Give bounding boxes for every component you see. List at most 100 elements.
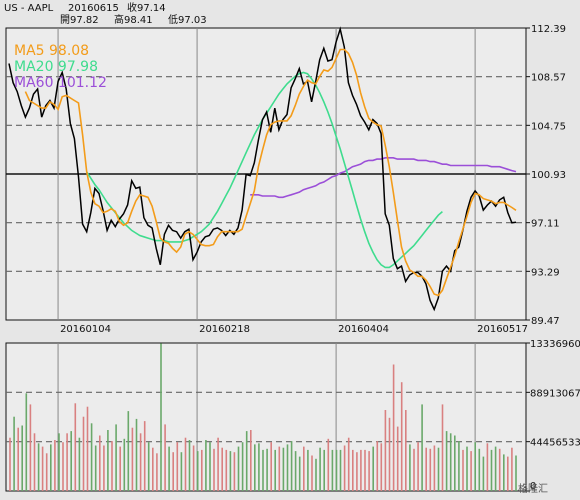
volume-tick-label: 88913067	[530, 388, 580, 399]
legend-ma60: MA60 101.12	[14, 75, 107, 91]
volume-bar	[425, 447, 427, 491]
volume-tick-label: 133369600	[530, 339, 580, 350]
volume-bar	[470, 451, 472, 491]
volume-bar	[233, 452, 236, 491]
volume-bar	[250, 430, 252, 491]
volume-bar	[168, 446, 170, 491]
volume-bar	[282, 447, 285, 491]
volume-bar	[192, 445, 195, 491]
volume-bar	[515, 455, 517, 491]
volume-bar	[176, 442, 179, 491]
close-label: 收97.14	[127, 3, 166, 14]
volume-bar	[262, 449, 264, 491]
volume-bar	[454, 435, 456, 491]
volume-bar	[368, 451, 370, 491]
high-label: 高98.41	[114, 15, 153, 26]
volume-bar	[254, 444, 256, 491]
volume-bar	[156, 453, 158, 491]
volume-bar	[25, 393, 28, 491]
volume-bar	[311, 455, 313, 491]
price-grid	[6, 28, 526, 491]
volume-bar	[209, 442, 211, 491]
volume-bar	[86, 406, 89, 491]
volume-bar	[417, 442, 419, 491]
date-tick-label: 20160404	[338, 324, 389, 335]
volume-bar	[213, 448, 215, 491]
volume-bar	[503, 454, 505, 491]
date-tick-label: 20160104	[60, 324, 111, 335]
volume-bar	[152, 447, 154, 491]
volume-bar	[458, 441, 460, 491]
volume-bar	[50, 444, 52, 491]
volume-bar	[327, 438, 330, 491]
volume-bar	[392, 364, 395, 491]
volume-bar	[274, 449, 276, 491]
volume-bar	[445, 431, 448, 491]
volume-bar	[498, 448, 501, 491]
volume-bar	[335, 449, 338, 491]
volume-bar	[245, 431, 248, 491]
volume-bar	[221, 447, 223, 491]
volume-bar	[490, 449, 493, 491]
volume-bars	[9, 343, 517, 491]
date-label: 20160615	[68, 3, 119, 14]
volume-bar	[99, 435, 101, 491]
volume-bar	[139, 433, 142, 491]
volume-bar	[433, 445, 436, 491]
volume-bar	[147, 442, 150, 491]
price-tick-label: 100.93	[531, 170, 566, 181]
volume-bar	[229, 451, 232, 491]
volume-bar	[466, 446, 468, 491]
volume-bar	[180, 452, 183, 491]
volume-bar	[78, 437, 81, 491]
volume-bar	[421, 404, 423, 491]
low-label: 低97.03	[168, 15, 207, 26]
price-axis-labels: 112.39 108.57 104.75 100.93 97.11 93.29 89.47	[526, 24, 566, 327]
volume-bar	[319, 447, 321, 491]
price-tick-label: 104.75	[531, 121, 566, 132]
volume-bar	[217, 437, 219, 491]
volume-bar	[400, 382, 403, 491]
volume-bar	[37, 443, 40, 491]
date-axis-labels: 20160104 20160218 20160404 20160517	[60, 324, 528, 335]
volume-bar	[270, 442, 272, 491]
volume-bar	[111, 441, 113, 491]
volume-bar	[290, 441, 293, 491]
volume-bar	[396, 426, 399, 491]
volume-bar	[21, 425, 23, 491]
volume-bar	[364, 449, 366, 491]
volume-bar	[103, 445, 105, 491]
volume-bar	[405, 410, 407, 491]
price-lines	[8, 26, 517, 312]
volume-bar	[62, 442, 64, 491]
volume-bar	[160, 343, 162, 491]
volume-bar	[29, 404, 32, 491]
volume-bar	[54, 440, 56, 491]
volume-bar	[74, 403, 77, 491]
volume-bar	[343, 445, 346, 491]
volume-bar	[107, 430, 109, 491]
volume-bar	[384, 410, 387, 491]
volume-bar	[429, 448, 432, 491]
volume-bar	[413, 448, 415, 491]
volume-bar	[17, 427, 19, 491]
volume-bar	[266, 448, 268, 491]
date-tick-label: 20160517	[477, 324, 528, 335]
volume-bar	[388, 417, 391, 491]
volume-bar	[135, 418, 138, 491]
price-line	[8, 26, 517, 312]
volume-bar	[462, 449, 464, 491]
watermark: 格隆汇	[518, 484, 548, 495]
volume-bar	[286, 444, 289, 491]
volume-bar	[41, 446, 44, 491]
volume-bar	[307, 449, 309, 491]
volume-bar	[123, 438, 126, 491]
volume-bar	[380, 443, 383, 491]
volume-bar	[131, 427, 134, 491]
volume-bar	[323, 449, 325, 491]
volume-tick-label: 44456533	[530, 438, 580, 449]
volume-bar	[201, 449, 203, 491]
volume-bar	[119, 446, 121, 491]
